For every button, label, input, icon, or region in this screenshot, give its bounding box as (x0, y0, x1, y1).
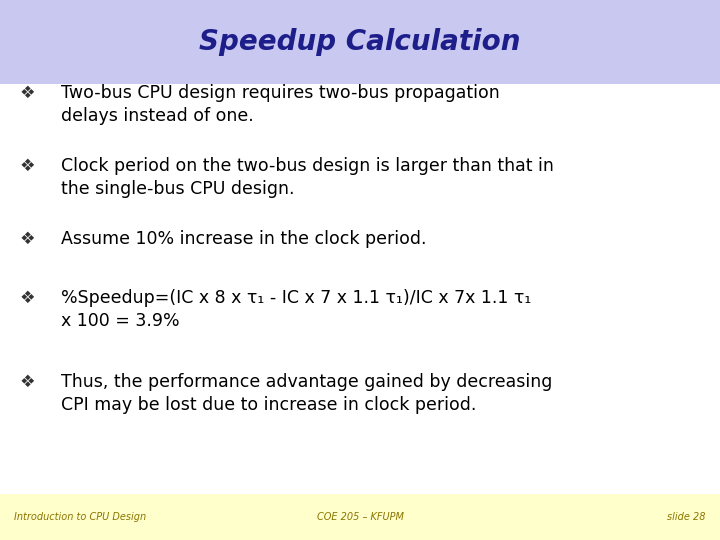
Text: Introduction to CPU Design: Introduction to CPU Design (14, 512, 147, 522)
FancyBboxPatch shape (0, 494, 720, 540)
Text: Thus, the performance advantage gained by decreasing
CPI may be lost due to incr: Thus, the performance advantage gained b… (61, 373, 552, 414)
Text: ❖: ❖ (19, 373, 35, 390)
Text: %Speedup=(IC x 8 x τ₁ - IC x 7 x 1.1 τ₁)/IC x 7x 1.1 τ₁
x 100 = 3.9%: %Speedup=(IC x 8 x τ₁ - IC x 7 x 1.1 τ₁)… (61, 289, 531, 330)
FancyBboxPatch shape (0, 0, 720, 84)
Text: Clock period on the two-bus design is larger than that in
the single-bus CPU des: Clock period on the two-bus design is la… (61, 157, 554, 198)
Text: Two-bus CPU design requires two-bus propagation
delays instead of one.: Two-bus CPU design requires two-bus prop… (61, 84, 500, 125)
Text: slide 28: slide 28 (667, 512, 706, 522)
Text: ❖: ❖ (19, 84, 35, 102)
Text: ❖: ❖ (19, 230, 35, 247)
Text: Assume 10% increase in the clock period.: Assume 10% increase in the clock period. (61, 230, 427, 247)
Text: ❖: ❖ (19, 289, 35, 307)
Text: ❖: ❖ (19, 157, 35, 174)
Text: COE 205 – KFUPM: COE 205 – KFUPM (317, 512, 403, 522)
Text: Speedup Calculation: Speedup Calculation (199, 28, 521, 56)
